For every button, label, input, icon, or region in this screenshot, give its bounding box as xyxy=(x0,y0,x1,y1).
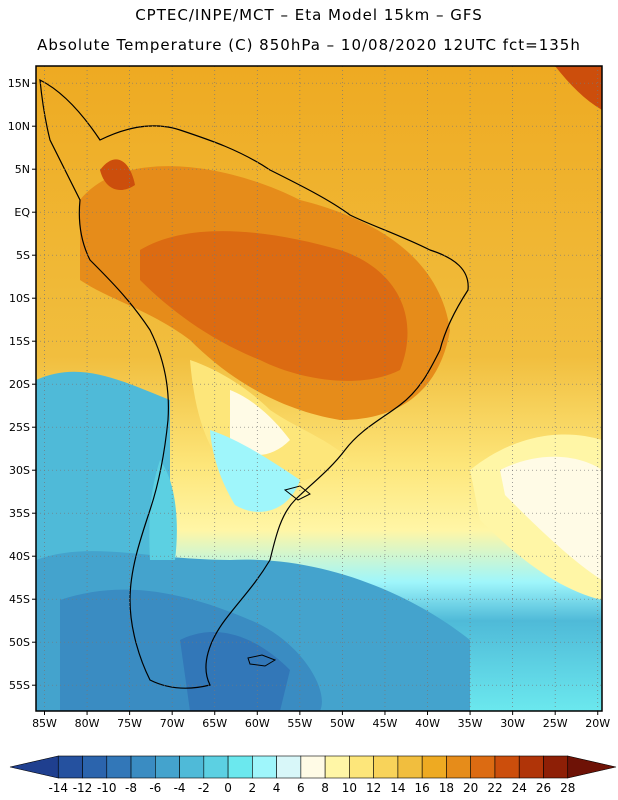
map-frame xyxy=(35,65,603,712)
colorbar-swatch xyxy=(543,755,569,779)
lat-label: 45S xyxy=(9,593,30,606)
colorbar-label: 22 xyxy=(487,781,502,795)
colorbar-label: 8 xyxy=(321,781,329,795)
lat-label: 25S xyxy=(9,421,30,434)
colorbar: -14 -12 -10 -8 -6 -4 -2 0 2 4 6 8 10 12 14 16 18 20 22 24 26… xyxy=(9,755,617,795)
colorbar-label: -2 xyxy=(198,781,210,795)
lat-label: 30S xyxy=(9,464,30,477)
colorbar-swatch xyxy=(349,755,374,779)
south-america-coastline xyxy=(39,78,469,689)
lon-label: 75W xyxy=(117,717,142,730)
colorbar-label: -12 xyxy=(73,781,93,795)
lon-label: 25W xyxy=(543,717,568,730)
colorbar-swatch xyxy=(227,755,253,779)
lat-label: 15N xyxy=(8,77,30,90)
colorbar-swatch xyxy=(421,755,447,779)
colorbar-swatch xyxy=(252,755,277,779)
lon-label: 40W xyxy=(415,717,440,730)
colorbar-label: 24 xyxy=(512,781,527,795)
colorbar-label: -4 xyxy=(174,781,186,795)
venezuela-hot-spot xyxy=(100,159,135,190)
colorbar-label: 14 xyxy=(390,781,405,795)
lon-label: 65W xyxy=(202,717,227,730)
colorbar-label: 4 xyxy=(273,781,281,795)
lat-label: EQ xyxy=(14,206,30,219)
colorbar-label: 2 xyxy=(249,781,257,795)
lon-label: 50W xyxy=(330,717,355,730)
lon-label: 45W xyxy=(373,717,398,730)
lagoon-outline xyxy=(283,485,311,501)
colorbar-swatch xyxy=(518,755,544,779)
andes-cool-strip xyxy=(149,460,177,560)
lat-label: 20S xyxy=(9,378,30,391)
argentina-cool-area xyxy=(210,430,300,512)
colorbar-label: 26 xyxy=(536,781,551,795)
lat-label: 10N xyxy=(8,120,30,133)
lat-label: 10S xyxy=(9,292,30,305)
colorbar-label: 0 xyxy=(224,781,232,795)
lat-label: 5N xyxy=(15,163,30,176)
colorbar-swatch xyxy=(130,755,156,779)
falklands-outline xyxy=(247,654,277,667)
colorbar-swatch xyxy=(324,755,350,779)
colorbar-swatch xyxy=(155,755,180,779)
map-title: CPTEC/INPE/MCT – Eta Model 15km – GFS xyxy=(135,6,483,24)
colorbar-label: -6 xyxy=(149,781,161,795)
lon-label: 55W xyxy=(287,717,312,730)
colorbar-label: 16 xyxy=(415,781,430,795)
colorbar-label: 28 xyxy=(560,781,575,795)
colorbar-swatch xyxy=(106,755,132,779)
lat-label: 5S xyxy=(16,249,30,262)
colorbar-swatch xyxy=(373,755,399,779)
colorbar-swatch xyxy=(446,755,471,779)
colorbar-label: 20 xyxy=(463,781,478,795)
colorbar-swatch xyxy=(494,755,520,779)
lat-label: 55S xyxy=(9,679,30,692)
colorbar-swatch xyxy=(57,755,83,779)
coldest-area xyxy=(180,631,290,711)
colorbar-swatch xyxy=(203,755,229,779)
lat-label: 50S xyxy=(9,636,30,649)
colorbar-label: -10 xyxy=(97,781,117,795)
map-axes: 85W 80W 75W 70W 65W 60W 55W 50W 45W 40W 35W 30W 25W 2… xyxy=(8,77,611,730)
lat-label: 15S xyxy=(9,335,30,348)
colorbar-swatch xyxy=(470,755,496,779)
lon-label: 35W xyxy=(458,717,483,730)
colorbar-swatch xyxy=(179,755,205,779)
lon-label: 80W xyxy=(75,717,100,730)
map-subtitle: Absolute Temperature (C) 850hPa – 10/08/… xyxy=(37,36,581,54)
lon-label: 60W xyxy=(245,717,270,730)
colorbar-swatch xyxy=(300,755,326,779)
colorbar-label: 12 xyxy=(366,781,381,795)
colorbar-label: 18 xyxy=(439,781,454,795)
paraguay-cool-core xyxy=(230,390,290,455)
colorbar-label: -14 xyxy=(48,781,68,795)
lat-label: 40S xyxy=(9,550,30,563)
lat-label: 35S xyxy=(9,507,30,520)
colorbar-low-arrow xyxy=(9,755,59,779)
field-layer xyxy=(36,66,602,711)
colorbar-label: 10 xyxy=(342,781,357,795)
lon-label: 85W xyxy=(32,717,57,730)
colorbar-swatch xyxy=(82,755,108,779)
colorbar-label: 6 xyxy=(297,781,305,795)
colorbar-swatch xyxy=(397,755,423,779)
lon-label: 20W xyxy=(585,717,610,730)
caribbean-hot-spot xyxy=(555,66,602,110)
lon-label: 70W xyxy=(160,717,185,730)
colorbar-high-arrow xyxy=(567,755,617,779)
atlantic-warm-core xyxy=(500,456,602,580)
colorbar-swatch xyxy=(276,755,302,779)
lon-label: 30W xyxy=(500,717,525,730)
continent-hottest-area xyxy=(140,231,408,381)
colorbar-label: -8 xyxy=(125,781,137,795)
